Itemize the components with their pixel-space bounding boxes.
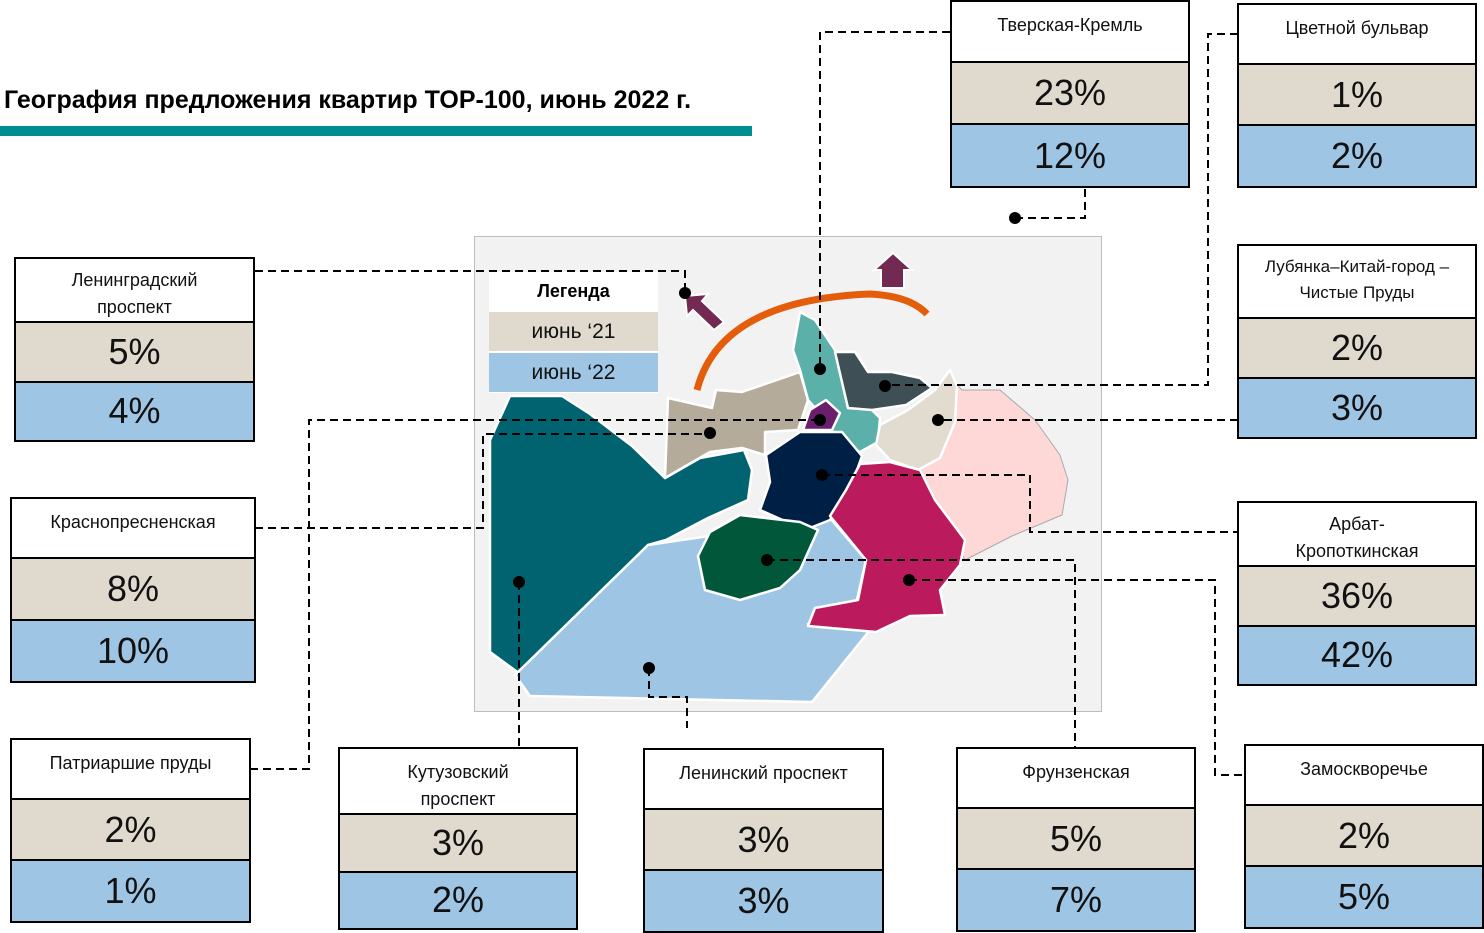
district-box-frunzenskaya: Фрунзенская 5% 7% (956, 747, 1196, 932)
district-box-arbat: Арбат-Кропоткинская 36% 42% (1237, 501, 1477, 686)
value-jun22: 4% (16, 382, 253, 440)
marker-dot (814, 363, 826, 375)
value-jun22: 3% (1239, 378, 1475, 438)
value-jun21: 8% (12, 559, 254, 622)
value-jun22: 2% (340, 872, 576, 928)
district-name: Лубянка–Китай-город – Чистые Пруды (1239, 246, 1475, 319)
marker-dot (879, 380, 891, 392)
value-jun22: 10% (12, 621, 254, 682)
district-box-zamoskvorechye: Замоскворечье 2% 5% (1244, 744, 1484, 929)
value-jun22: 12% (952, 125, 1188, 186)
region-lubyanka (874, 368, 959, 472)
district-name: Арбат-Кропоткинская (1239, 503, 1475, 567)
value-jun22: 42% (1239, 626, 1475, 684)
value-jun21: 2% (12, 799, 249, 862)
legend-item-jun21: июнь ‘21 (489, 312, 658, 351)
marker-dot (679, 287, 691, 299)
legend-item-jun22: июнь ‘22 (489, 353, 658, 392)
value-jun21: 36% (1239, 567, 1475, 627)
marker-dot (816, 469, 828, 481)
marker-dot (903, 574, 915, 586)
marker-dot (643, 662, 655, 674)
district-box-patriarshie: Патриаршие пруды 2% 1% (10, 738, 251, 923)
district-name: Краснопресненская (12, 499, 254, 560)
district-box-kutuzovsky: Кутузовский проспект 3% 2% (338, 747, 578, 930)
marker-dot (814, 414, 826, 426)
district-box-tsvetnoy: Цветной бульвар 1% 2% (1237, 3, 1477, 188)
ring-arc (693, 290, 930, 391)
district-name: Кутузовский проспект (340, 749, 576, 815)
district-box-krasnopresnenskaya: Краснопресненская 8% 10% (10, 497, 256, 683)
district-box-lubyanka: Лубянка–Китай-город – Чистые Пруды 2% 3% (1237, 244, 1477, 439)
value-jun21: 5% (16, 323, 253, 383)
district-box-tverskaya: Тверская-Кремль 23% 12% (950, 0, 1190, 188)
region-krasnopresnenskaya (488, 394, 754, 676)
marker-dot (932, 414, 944, 426)
district-name: Ленинский проспект (645, 750, 882, 810)
value-jun21: 1% (1239, 64, 1475, 127)
marker-dot (513, 576, 525, 588)
value-jun22: 2% (1239, 126, 1475, 186)
value-jun22: 5% (1246, 867, 1482, 927)
value-jun22: 7% (958, 870, 1194, 930)
arrow-north-icon (871, 251, 915, 289)
district-name: Замоскворечье (1246, 746, 1482, 806)
value-jun21: 5% (958, 808, 1194, 871)
district-box-leninsky: Ленинский проспект 3% 3% (643, 748, 884, 933)
value-jun21: 3% (340, 815, 576, 873)
value-jun22: 3% (645, 871, 882, 931)
legend-title: Легенда (537, 280, 610, 301)
region-zamoskvorechye (806, 460, 967, 634)
region-frunzenskaya (696, 513, 820, 602)
value-jun21: 2% (1239, 318, 1475, 379)
district-name: Патриаршие пруды (12, 740, 249, 800)
value-jun21: 3% (645, 809, 882, 872)
marker-dot (1009, 212, 1021, 224)
district-name: Ленинградский проспект (16, 259, 253, 323)
marker-dot (761, 554, 773, 566)
district-name: Цветной бульвар (1239, 5, 1475, 65)
page-title: География предложения квартир TOP-100, и… (4, 86, 692, 114)
district-box-leningradsky: Ленинградский проспект 5% 4% (14, 257, 255, 442)
arrow-northwest-icon (683, 292, 726, 332)
legend: Легенда июнь ‘21 июнь ‘22 (489, 272, 658, 393)
value-jun22: 1% (12, 861, 249, 921)
value-jun21: 2% (1246, 805, 1482, 868)
district-name: Фрунзенская (958, 749, 1194, 809)
marker-dot (704, 427, 716, 439)
title-underline (0, 126, 752, 136)
district-name: Тверская-Кремль (952, 2, 1188, 63)
value-jun21: 23% (952, 62, 1188, 126)
